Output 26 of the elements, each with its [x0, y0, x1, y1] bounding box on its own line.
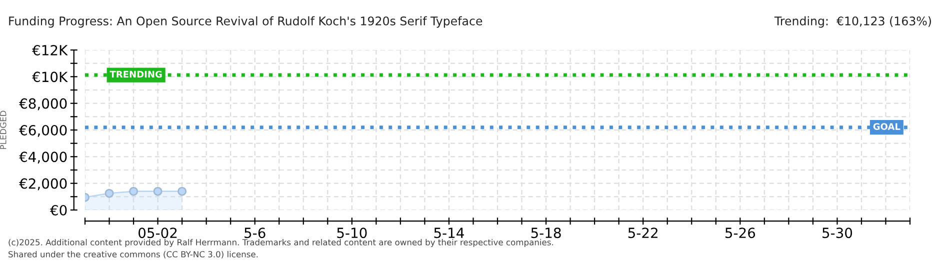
y-tick-label: €12K [32, 44, 68, 56]
chart-subtitle: Trending: €10,123 (163%) [774, 16, 931, 28]
ref-line-label: TRENDING [110, 70, 162, 78]
x-tick-label: 5-14 [434, 228, 464, 238]
x-tick-label: 5-6 [244, 228, 266, 238]
y-axis-title: PLEDGED [0, 110, 6, 149]
point [129, 186, 138, 196]
text: Shared under the creative commons (CC BY-NC 3.0) license. [8, 250, 258, 258]
y-tick-label: €4,000 [19, 152, 67, 164]
y-tick-label: €0 [50, 204, 67, 216]
y-tick-label: €10K [32, 72, 68, 82]
x-tick-label: 5-22 [628, 228, 658, 238]
y-tick-label: €8,000 [19, 98, 67, 110]
x-tick-label: 05-02 [138, 228, 177, 238]
x-tick-label: 5-26 [725, 228, 756, 238]
point [178, 186, 187, 196]
x-tick-label: 5-10 [337, 228, 367, 238]
point [153, 186, 162, 196]
y-tick-label: €6,000 [19, 124, 67, 137]
chart-title: Funding Progress: An Open Source Revival of Rudolf Koch's 1920s Serif Typeface [9, 16, 482, 28]
x-tick-label: 5-30 [822, 228, 852, 238]
x-tick-label: 5-18 [531, 228, 561, 238]
y-tick-label: €2,000 [19, 178, 67, 190]
ref-line-label: GOAL [873, 123, 900, 130]
point [104, 188, 114, 198]
text: (c)2025. Additional content provided by Ralf Herrmann. Trademarks and related content are owned by their respective companies. [8, 238, 553, 248]
